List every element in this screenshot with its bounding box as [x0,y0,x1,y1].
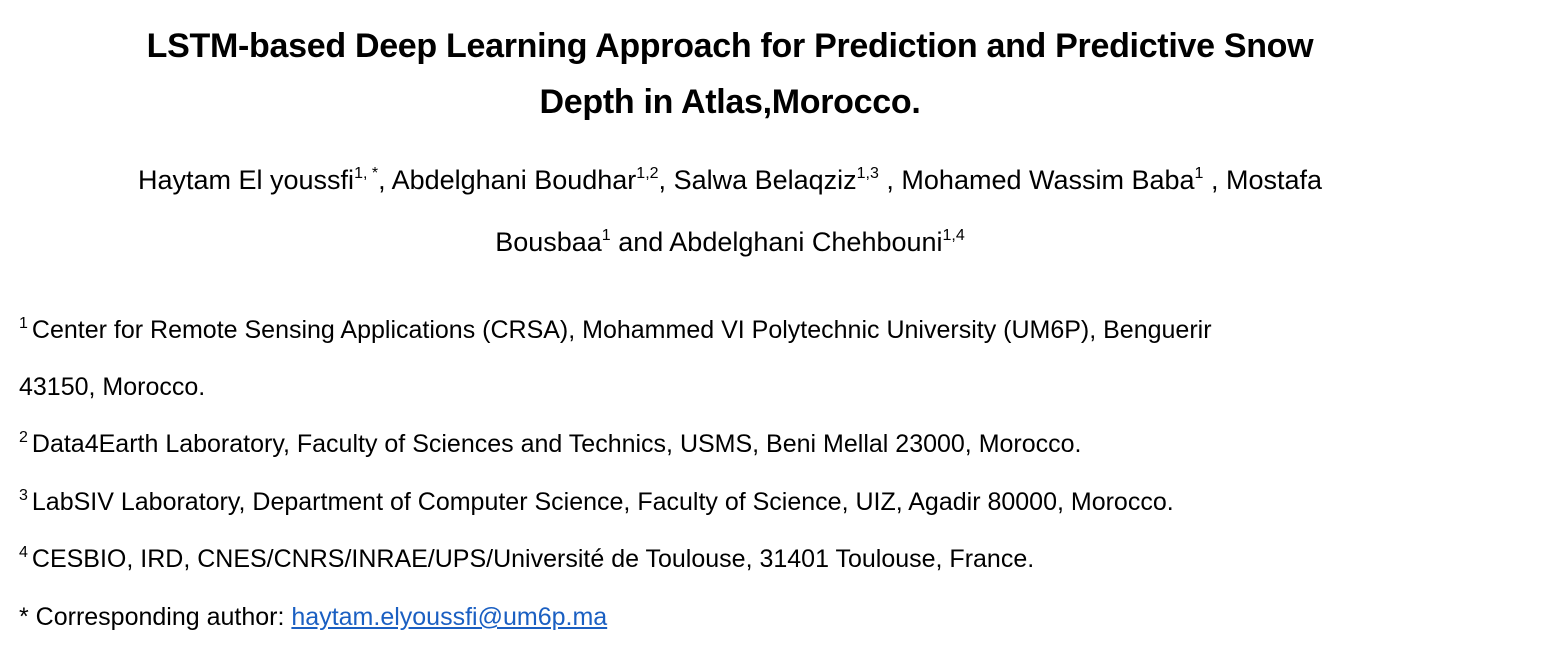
corresponding-author-label: * Corresponding author: [19,603,292,631]
author-name: Salwa Belaqziz [673,165,857,195]
affiliation-4: 4 CESBIO, IRD, CNES/CNRS/INRAE/UPS/Univer… [19,539,1034,579]
affiliation-text: Center for Remote Sensing Applications (… [31,316,1212,344]
affiliation-text: Data4Earth Laboratory, Faculty of Scienc… [31,430,1082,458]
affiliation-1-continued: 43150, Morocco. [19,373,206,401]
author-superscript: 1,2 [636,165,659,182]
author-name: Abdelghani Chehbouni [669,227,943,257]
corresponding-author: * Corresponding author: haytam.elyoussfi… [19,597,607,637]
affiliation-text: LabSIV Laboratory, Department of Compute… [31,488,1174,516]
paper-title-line-2: Depth in Atlas,Morocco. [539,83,921,121]
author-name: Mohamed Wassim Baba [901,165,1195,195]
paper-title-line-1: LSTM-based Deep Learning Approach for Pr… [146,27,1314,65]
corresponding-email-link[interactable]: haytam.elyoussfi@um6p.ma [291,603,608,631]
affiliation-3: 3 LabSIV Laboratory, Department of Comput… [19,482,1174,522]
author-name: Bousbaa [495,227,602,257]
author-superscript: 1 [601,227,611,244]
affiliation-1: 1 Center for Remote Sensing Applications … [19,310,1212,350]
affiliation-number: 4 [19,544,28,561]
author-superscript: 1, * [354,165,379,182]
affiliation-number: 1 [19,315,28,332]
affiliation-number: 2 [19,429,28,446]
affiliation-2: 2 Data4Earth Laboratory, Faculty of Scien… [19,424,1082,464]
author-name: Haytam El youssfi [137,165,355,195]
author-superscript: 1,4 [942,227,965,244]
author-superscript: 1 [1194,165,1204,182]
affiliation-number: 3 [19,487,28,504]
author-superscript: 1,3 [856,165,879,182]
author-list-line-1: Haytam El youssfi1, *, Abdelghani Boudha… [137,165,1323,195]
author-list-line-2: Bousbaa1 and Abdelghani Chehbouni1,4 [20,211,1440,273]
affiliation-text: CESBIO, IRD, CNES/CNRS/INRAE/UPS/Univers… [31,545,1035,573]
author-conjunction: and [618,227,664,257]
author-name: Mostafa [1225,165,1323,195]
author-name: Abdelghani Boudhar [391,165,637,195]
